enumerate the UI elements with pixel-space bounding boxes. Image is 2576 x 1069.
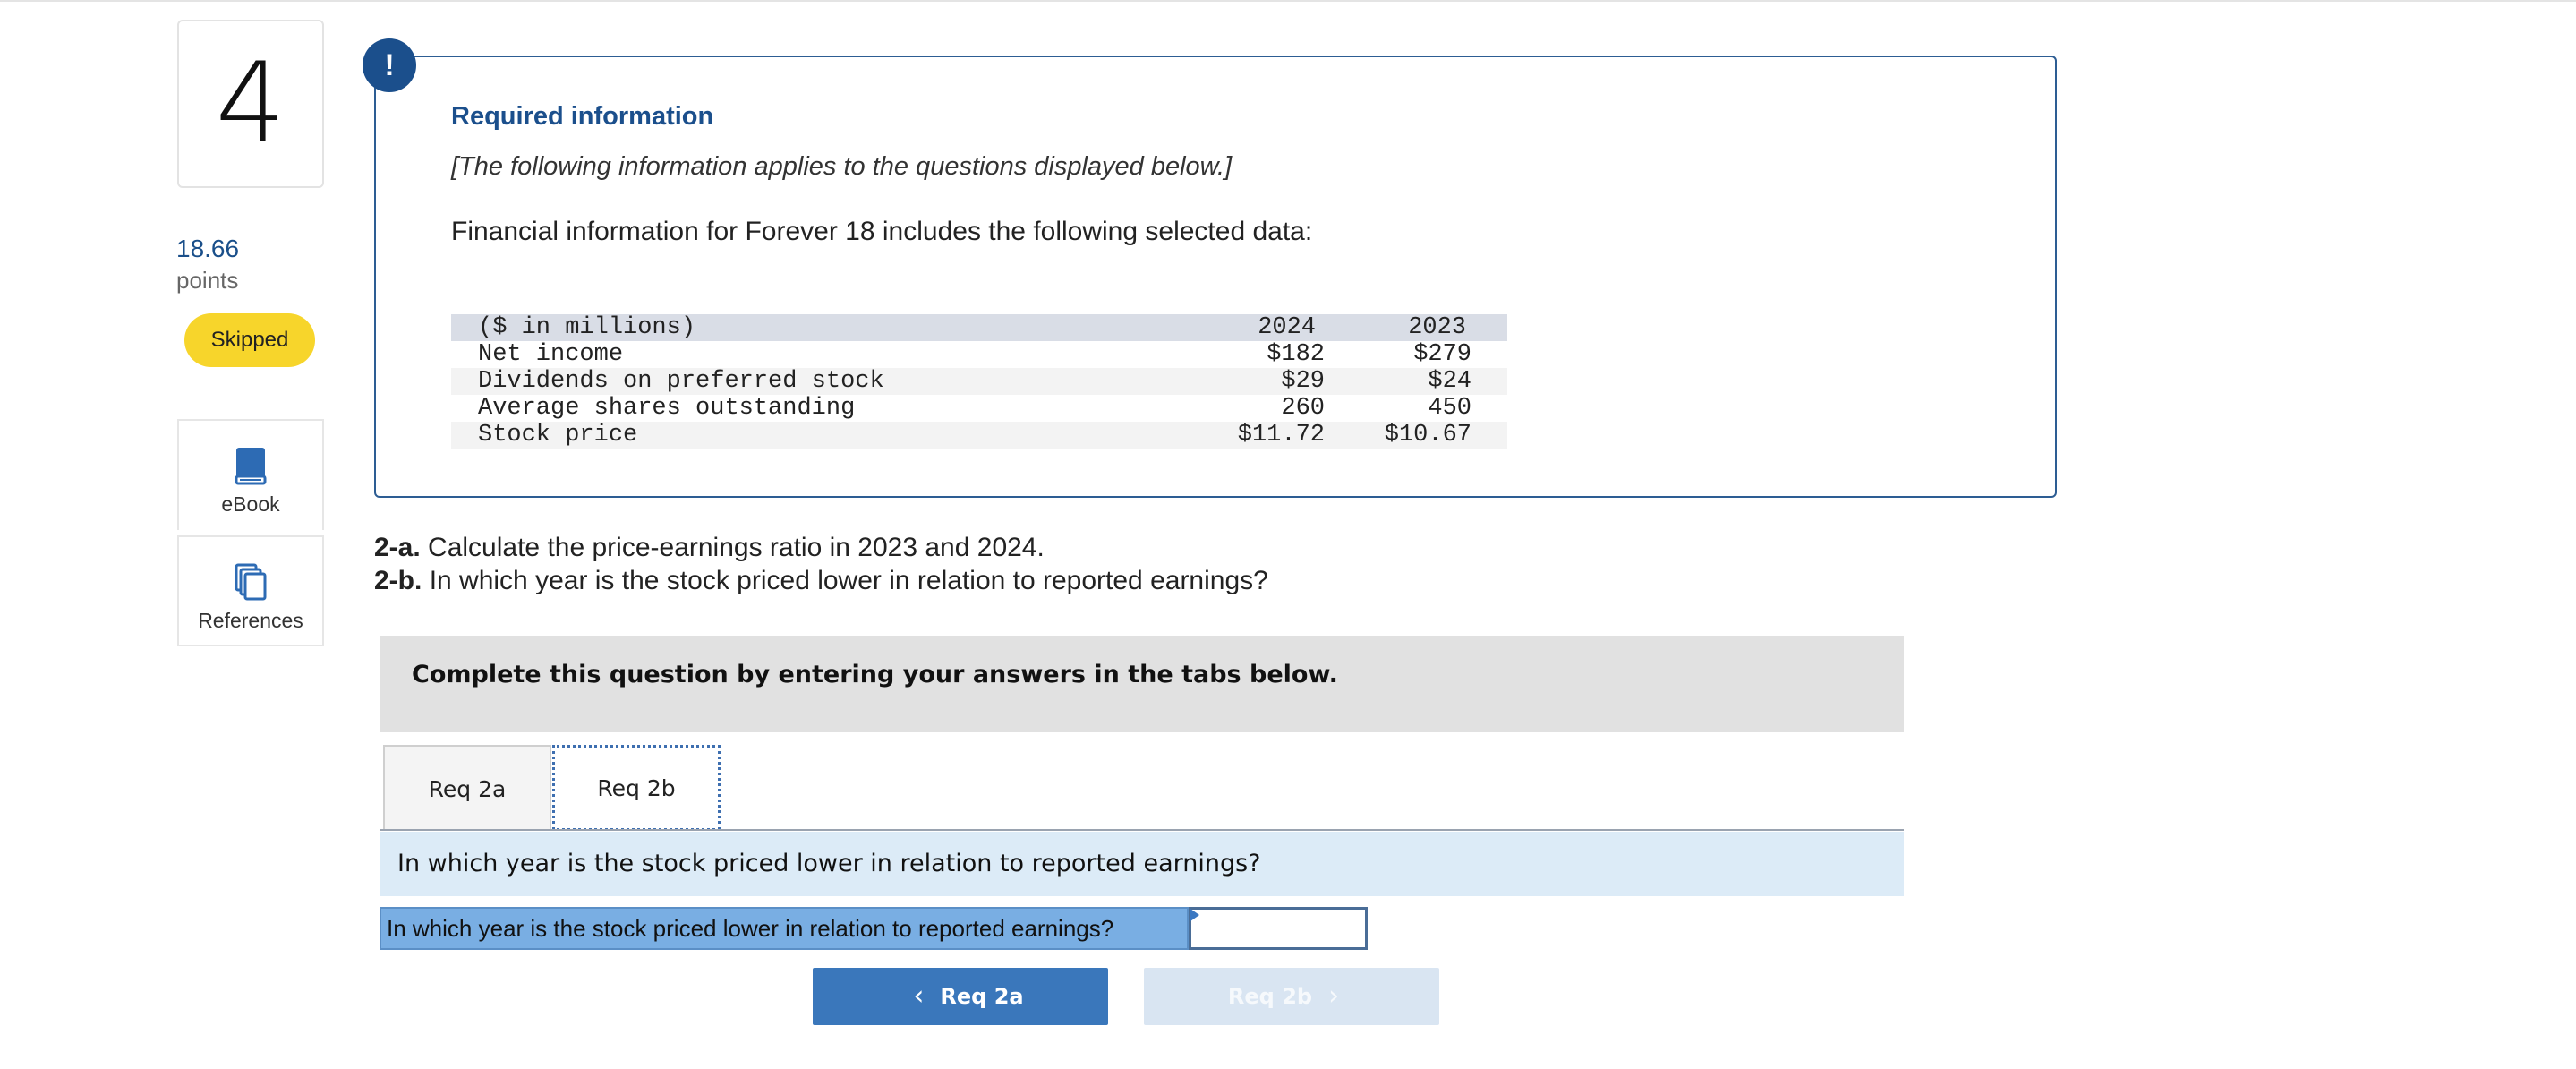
- points-label: points: [176, 267, 239, 294]
- question-2a-text: Calculate the price-earnings ratio in 20…: [428, 533, 1045, 562]
- answer-row: In which year is the stock priced lower …: [380, 907, 1368, 950]
- tab-req-2a[interactable]: Req 2a: [383, 745, 551, 831]
- row-value-2024: $29: [1281, 368, 1325, 395]
- row-label: Net income: [478, 341, 624, 368]
- question-number-box: 4: [177, 20, 324, 188]
- required-info-note: [The following information applies to th…: [451, 152, 1233, 181]
- table-header-2024: 2024: [1258, 314, 1316, 341]
- question-number: 4: [215, 39, 286, 168]
- required-info-intro: Financial information for Forever 18 inc…: [451, 217, 1313, 246]
- table-header-2023: 2023: [1408, 314, 1466, 341]
- table-header-row: ($ in millions) 2024 2023: [451, 314, 1507, 341]
- row-value-2023: $279: [1413, 341, 1471, 368]
- tab-req-2b[interactable]: Req 2b: [552, 745, 721, 831]
- required-info-panel: [374, 56, 2057, 498]
- row-label: Dividends on preferred stock: [478, 368, 884, 395]
- row-value-2023: $10.67: [1384, 422, 1471, 449]
- ebook-label: eBook: [221, 492, 280, 516]
- question-2a-prefix: 2-a.: [374, 533, 421, 562]
- chevron-right-icon: ›: [1328, 980, 1340, 1012]
- row-value-2024: $182: [1267, 341, 1325, 368]
- top-divider: [0, 0, 2576, 2]
- row-value-2023: 450: [1428, 395, 1471, 422]
- ebook-button[interactable]: eBook: [177, 419, 324, 530]
- references-button[interactable]: References: [177, 535, 324, 646]
- financial-data-table: ($ in millions) 2024 2023 Net income $18…: [451, 314, 1507, 449]
- table-row: Average shares outstanding 260 450: [451, 395, 1507, 422]
- answer-input[interactable]: [1189, 907, 1368, 950]
- tab-divider: [380, 829, 1904, 831]
- question-prompt: In which year is the stock priced lower …: [397, 850, 1261, 877]
- prev-req-label: Req 2a: [940, 984, 1024, 1009]
- question-2a: 2-a. Calculate the price-earnings ratio …: [374, 533, 1045, 563]
- row-value-2023: $24: [1428, 368, 1471, 395]
- question-2b: 2-b. In which year is the stock priced l…: [374, 566, 1268, 596]
- question-2b-prefix: 2-b.: [374, 566, 422, 595]
- question-2b-text: In which year is the stock priced lower …: [429, 566, 1268, 595]
- documents-icon: [234, 560, 268, 603]
- table-row: Dividends on preferred stock $29 $24: [451, 368, 1507, 395]
- required-info-title: Required information: [451, 102, 714, 131]
- dropdown-marker-icon: [1190, 909, 1199, 921]
- next-req-label: Req 2b: [1227, 984, 1313, 1009]
- points-value: 18.66: [176, 235, 240, 262]
- row-label: Stock price: [478, 422, 638, 449]
- book-icon: [235, 444, 267, 487]
- instruction-text: Complete this question by entering your …: [412, 661, 1338, 688]
- status-badge: Skipped: [184, 313, 315, 367]
- chevron-left-icon: ‹: [913, 980, 925, 1012]
- table-row: Net income $182 $279: [451, 341, 1507, 368]
- info-alert-icon: !: [363, 38, 416, 92]
- row-value-2024: 260: [1281, 395, 1325, 422]
- row-value-2024: $11.72: [1237, 422, 1325, 449]
- row-label: Average shares outstanding: [478, 395, 856, 422]
- references-label: References: [198, 609, 303, 632]
- prev-req-button[interactable]: ‹ Req 2a: [813, 968, 1108, 1025]
- next-req-button[interactable]: Req 2b ›: [1144, 968, 1439, 1025]
- table-row: Stock price $11.72 $10.67: [451, 422, 1507, 449]
- question-prompt-band: In which year is the stock priced lower …: [380, 832, 1904, 896]
- instruction-banner: Complete this question by entering your …: [380, 636, 1904, 732]
- table-header-label: ($ in millions): [478, 314, 696, 341]
- answer-label: In which year is the stock priced lower …: [380, 907, 1189, 950]
